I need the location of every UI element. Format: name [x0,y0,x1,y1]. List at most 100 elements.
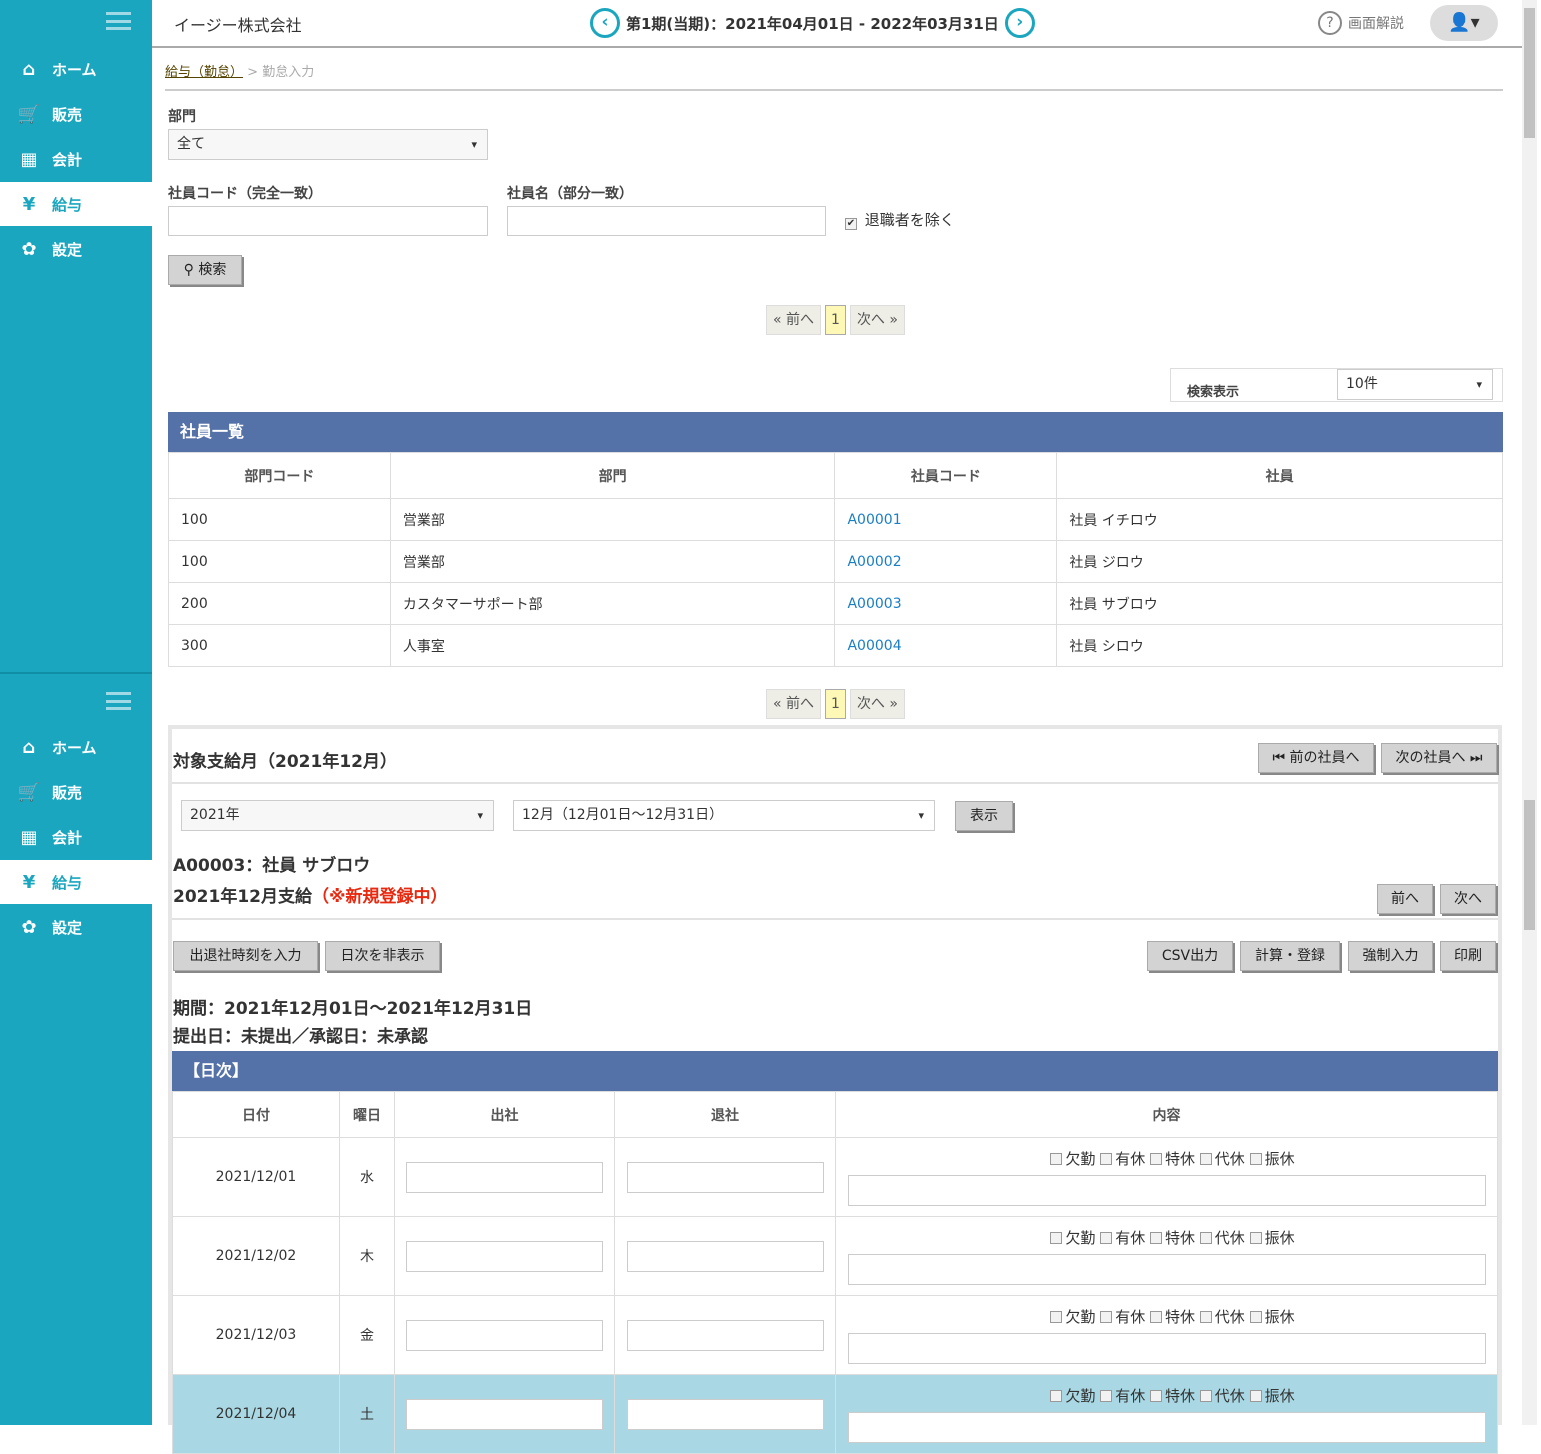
dept-select[interactable]: 全て [168,129,488,160]
date-cell: 2021/12/01 [172,1137,340,1217]
absence-checkbox[interactable]: 代休 [1199,1308,1245,1326]
show-button[interactable]: 表示 [955,801,1013,831]
home-icon: ⌂ [22,736,36,758]
sidebar-item-accounting[interactable]: ▦ 会計 [0,137,152,181]
help-label: 画面解説 [1348,16,1404,32]
force-input-button[interactable]: 強制入力 [1348,941,1433,971]
breadcrumb: 給与（勤怠） > 勤怠入力 [165,65,315,80]
absence-checkbox[interactable]: 代休 [1199,1229,1245,1247]
column-header: 内容 [835,1091,1498,1138]
gear-icon: ✿ [21,238,37,260]
absence-checkbox[interactable]: 振休 [1249,1229,1295,1247]
next-page-button[interactable]: 次へ » [849,689,905,719]
absence-checkbox[interactable]: 代休 [1199,1150,1245,1168]
scrollbar[interactable] [1522,0,1537,1425]
prev-employee-button[interactable]: ⏮ 前の社員へ [1258,743,1374,773]
next-period-icon[interactable]: › [1004,8,1035,38]
absence-checkbox[interactable]: 有休 [1100,1387,1145,1405]
table-row[interactable]: 300 人事室 A00004 社員 シロウ [168,624,1503,667]
absence-checkbox[interactable]: 欠勤 [1050,1387,1095,1405]
user-menu-button[interactable]: 👤▾ [1430,5,1498,41]
csv-export-button[interactable]: CSV出力 [1147,941,1233,971]
table-row[interactable]: 100 営業部 A00002 社員 ジロウ [168,540,1503,583]
date-cell: 2021/12/03 [172,1295,340,1375]
table-row[interactable]: 100 営業部 A00001 社員 イチロウ [168,498,1503,541]
sidebar-item-label: 給与 [52,195,83,214]
month-select[interactable]: 12月（12月01日～12月31日） [513,800,935,831]
search-button[interactable]: ⚲ 検索 [168,255,242,285]
absence-checkbox[interactable]: 振休 [1249,1308,1295,1326]
page-1[interactable]: 1 [825,689,846,719]
sidebar-item-sales[interactable]: 🛒 販売 [0,92,152,136]
column-header: 社員 [1056,452,1503,499]
calculate-register-button[interactable]: 計算・登録 [1240,941,1340,971]
absence-checkbox[interactable]: 振休 [1249,1150,1295,1168]
status-badge: （※新規登録中） [311,887,448,907]
sidebar-item-label: ホーム [52,738,97,757]
table-cell: 社員 ジロウ [1056,540,1503,583]
memo-input[interactable] [848,1412,1486,1443]
sidebar-item-payroll[interactable]: ¥ 給与 [0,182,152,226]
employee-code-link[interactable]: A00003 [847,595,902,612]
absence-checkbox[interactable]: 有休 [1100,1229,1145,1247]
next-employee-button[interactable]: 次の社員へ ⏭ [1381,743,1497,773]
next-page-button[interactable]: 次へ » [849,305,905,335]
prev-page-button[interactable]: « 前へ [766,689,822,719]
print-button[interactable]: 印刷 [1440,941,1496,971]
employee-code-link[interactable]: A00001 [847,511,902,528]
hide-daily-button[interactable]: 日次を非表示 [325,941,440,971]
absence-checkbox[interactable]: 欠勤 [1050,1150,1095,1168]
next-button[interactable]: 次へ [1440,884,1496,914]
absence-checkbox[interactable]: 有休 [1100,1308,1145,1326]
enter-times-button[interactable]: 出退社時刻を入力 [173,941,318,971]
clock-out-input[interactable] [626,1240,824,1272]
prev-period-icon[interactable]: ‹ [590,8,620,38]
help-link[interactable]: ? 画面解説 [1318,11,1404,35]
absence-checkbox[interactable]: 特休 [1149,1150,1195,1168]
absence-checkbox[interactable]: 欠勤 [1050,1308,1095,1326]
table-row[interactable]: 200 カスタマーサポート部 A00003 社員 サブロウ [168,582,1503,625]
absence-checkbox[interactable]: 代休 [1199,1387,1245,1405]
sidebar-item-payroll[interactable]: ¥ 給与 [0,860,152,904]
absence-checkbox[interactable]: 振休 [1249,1387,1295,1405]
absence-checkbox[interactable]: 特休 [1149,1387,1195,1405]
clock-in-input[interactable] [406,1398,603,1430]
memo-input[interactable] [848,1333,1486,1364]
clock-in-input[interactable] [406,1161,603,1193]
sidebar-item-label: 会計 [52,828,83,847]
clock-out-input[interactable] [626,1319,824,1351]
display-count-select[interactable]: 10件 [1337,369,1493,400]
employee-code-link[interactable]: A00004 [847,637,902,654]
prev-page-button[interactable]: « 前へ [766,305,822,335]
sidebar-item-home[interactable]: ⌂ ホーム [0,47,152,91]
sidebar [0,0,152,672]
code-label: 社員コード（完全一致） [168,186,322,202]
clock-in-input[interactable] [406,1240,603,1272]
sidebar-item-sales[interactable]: 🛒 販売 [0,770,152,814]
employee-code-input[interactable] [168,206,488,236]
exclude-retired-checkbox[interactable]: ✔ 退職者を除く [845,211,955,230]
sidebar-item-label: 販売 [52,105,83,124]
memo-input[interactable] [848,1175,1486,1206]
page-1[interactable]: 1 [825,305,846,335]
clock-out-input[interactable] [626,1161,824,1193]
absence-checkbox[interactable]: 有休 [1100,1150,1145,1168]
clock-in-input[interactable] [406,1319,603,1351]
absence-checkbox[interactable]: 特休 [1149,1308,1195,1326]
memo-input[interactable] [848,1254,1486,1285]
prev-button[interactable]: 前へ [1377,884,1433,914]
employee-code-link[interactable]: A00002 [847,553,902,570]
absence-checkbox[interactable]: 特休 [1149,1229,1195,1247]
absence-checkbox[interactable]: 欠勤 [1050,1229,1095,1247]
sidebar-item-home[interactable]: ⌂ ホーム [0,725,152,769]
sidebar-item-settings[interactable]: ✿ 設定 [0,227,152,271]
menu-icon[interactable] [106,692,131,710]
sidebar-item-settings[interactable]: ✿ 設定 [0,905,152,949]
menu-icon[interactable] [106,12,131,30]
employee-name-input[interactable] [507,206,826,236]
year-select[interactable]: 2021年 [181,800,494,831]
breadcrumb-parent[interactable]: 給与（勤怠） [165,65,244,80]
date-cell: 2021/12/02 [172,1216,340,1296]
weekday-cell: 水 [339,1137,395,1217]
sidebar-item-accounting[interactable]: ▦ 会計 [0,815,152,859]
